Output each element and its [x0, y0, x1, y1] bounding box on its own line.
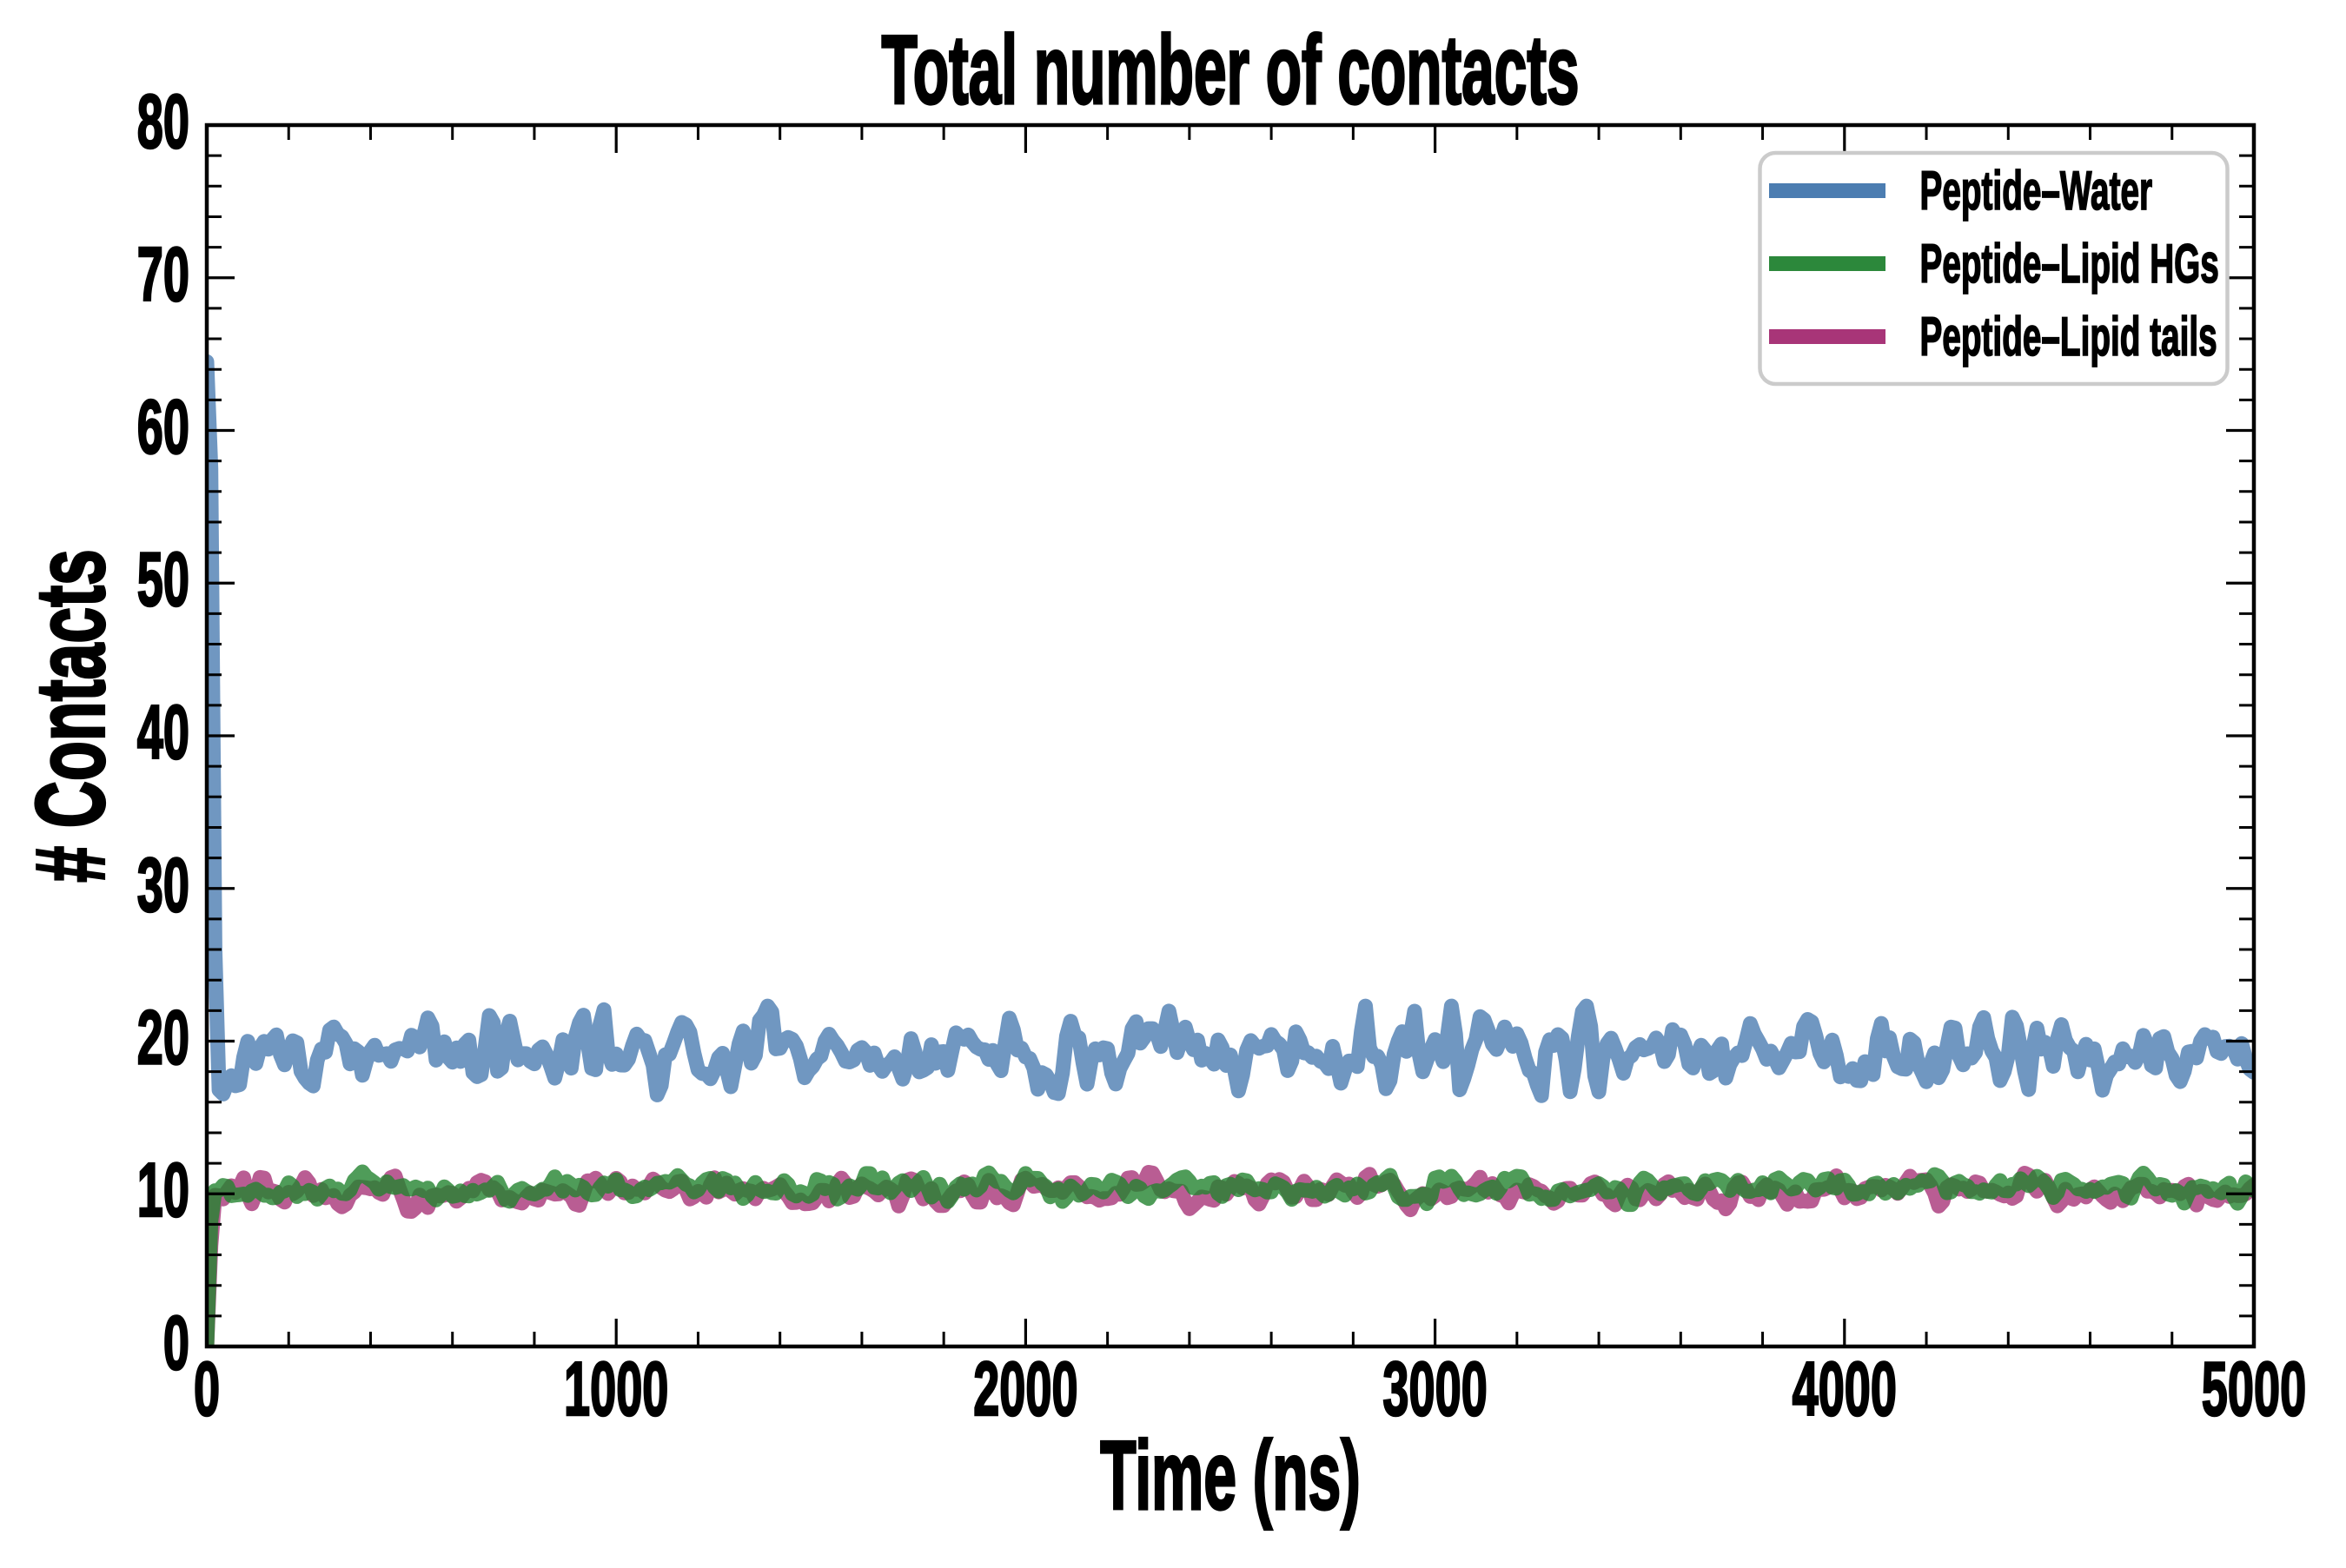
svg-text:3000: 3000	[1382, 1347, 1487, 1432]
svg-text:Time (ns): Time (ns)	[1100, 1420, 1360, 1530]
svg-text:Total number of contacts: Total number of contacts	[881, 15, 1579, 124]
svg-text:80: 80	[137, 80, 189, 165]
svg-text:10: 10	[137, 1148, 189, 1234]
svg-text:4000: 4000	[1793, 1347, 1897, 1432]
svg-text:60: 60	[137, 385, 189, 470]
svg-text:2000: 2000	[973, 1347, 1077, 1432]
svg-text:# Contacts: # Contacts	[17, 549, 126, 883]
svg-text:1000: 1000	[564, 1347, 668, 1432]
svg-text:5000: 5000	[2202, 1347, 2306, 1432]
svg-text:0: 0	[194, 1347, 220, 1432]
svg-text:50: 50	[137, 538, 189, 623]
svg-text:Peptide–Lipid tails: Peptide–Lipid tails	[1920, 308, 2217, 368]
svg-text:0: 0	[163, 1301, 189, 1386]
svg-text:20: 20	[137, 996, 189, 1081]
svg-text:Peptide–Lipid HGs: Peptide–Lipid HGs	[1920, 235, 2219, 295]
svg-text:30: 30	[137, 843, 189, 928]
svg-text:70: 70	[137, 232, 189, 317]
svg-text:Peptide–Water: Peptide–Water	[1920, 162, 2153, 222]
svg-text:40: 40	[137, 691, 189, 776]
